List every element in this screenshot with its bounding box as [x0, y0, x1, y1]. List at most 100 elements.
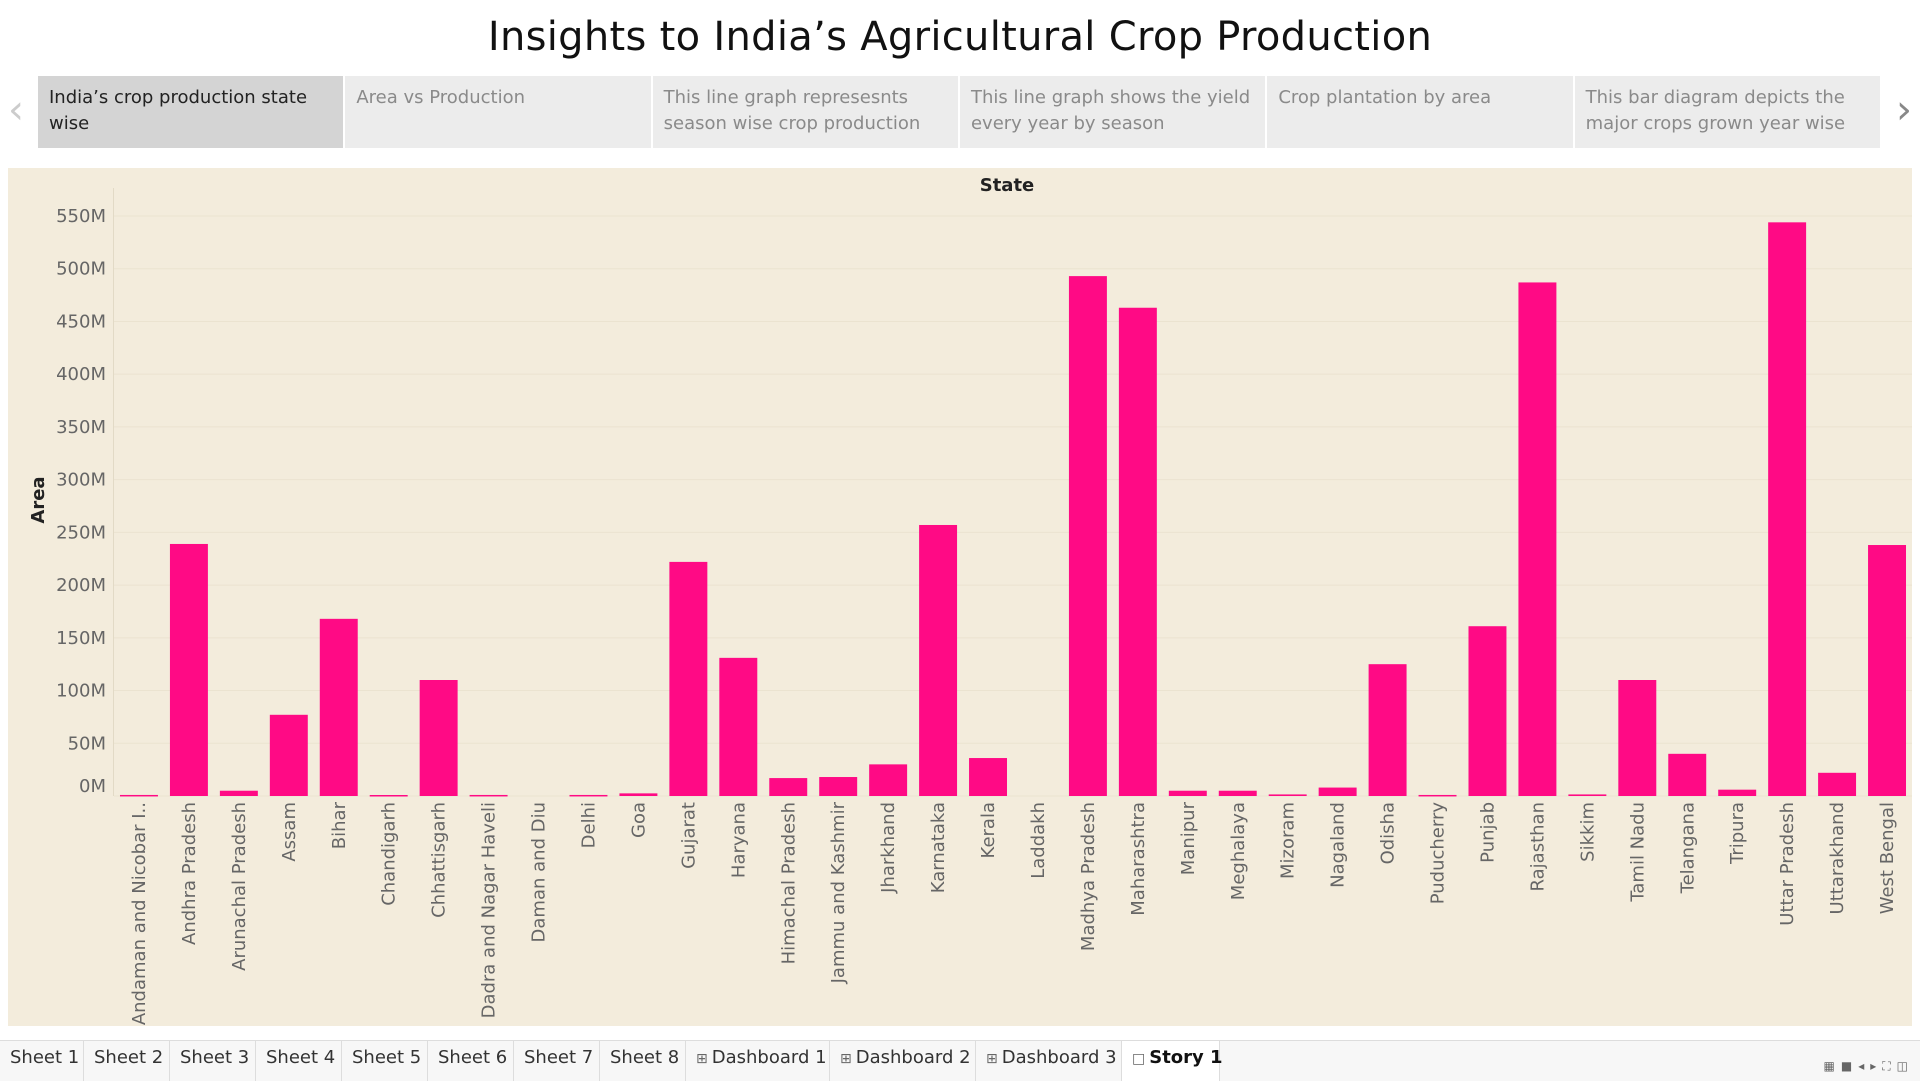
- tab-sheet-4[interactable]: Sheet 4: [256, 1041, 342, 1081]
- bar-jammu-and-kashmir[interactable]: [819, 777, 858, 796]
- x-tick-label: Arunachal Pradesh: [229, 802, 250, 971]
- x-tick-label: Maharashtra: [1128, 802, 1149, 916]
- bar-odisha[interactable]: [1368, 664, 1407, 796]
- tab-sheet-5[interactable]: Sheet 5: [342, 1041, 428, 1081]
- bar-uttar-pradesh[interactable]: [1768, 222, 1807, 796]
- story-point-6[interactable]: This bar diagram depicts the major crops…: [1574, 76, 1882, 148]
- chevron-left-icon[interactable]: ‹: [8, 87, 24, 133]
- bar-puducherry[interactable]: [1418, 794, 1457, 797]
- x-tick-label: Uttar Pradesh: [1777, 802, 1798, 926]
- y-tick-label: 500M: [56, 259, 106, 280]
- bar-west-bengal[interactable]: [1868, 545, 1907, 796]
- dashboard-icon: ⊞: [840, 1051, 852, 1067]
- tab-label: Sheet 6: [438, 1047, 508, 1068]
- first-page-icon[interactable]: ◂: [1858, 1059, 1871, 1073]
- x-tick-label: Delhi: [578, 802, 599, 848]
- bar-meghalaya[interactable]: [1218, 790, 1257, 796]
- x-tick-label: Puducherry: [1428, 802, 1449, 905]
- chart-panel: 0M 50M 100M 150M 200M 250M 300M 350M 400M 450M 500…: [8, 168, 1912, 1026]
- story-navigator: ‹ India’s crop production state wise Area…: [0, 76, 1920, 148]
- bar-maharashtra[interactable]: [1118, 307, 1157, 796]
- bar-bihar[interactable]: [319, 618, 358, 796]
- x-tick-label: Haryana: [728, 802, 749, 878]
- bar-andaman-and-nicobar-i-[interactable]: [119, 794, 158, 797]
- dashboard-icon: ⊞: [986, 1051, 998, 1067]
- tab-dashboard-3[interactable]: ⊞ Dashboard 3: [976, 1041, 1122, 1081]
- y-tick-label: 50M: [68, 733, 106, 754]
- bar-tamil-nadu[interactable]: [1618, 680, 1657, 796]
- bar-madhya-pradesh[interactable]: [1068, 276, 1107, 796]
- bar-chandigarh[interactable]: [369, 795, 408, 797]
- bar-himachal-pradesh[interactable]: [769, 778, 808, 796]
- bar-gujarat[interactable]: [669, 561, 708, 796]
- page-icon[interactable]: ■: [1840, 1059, 1859, 1073]
- y-tick-label: 250M: [56, 522, 106, 543]
- tab-sheet-3[interactable]: Sheet 3: [170, 1041, 256, 1081]
- bar-karnataka[interactable]: [919, 524, 958, 796]
- x-tick-label: Jharkhand: [878, 802, 899, 894]
- bar-tripura[interactable]: [1718, 789, 1757, 796]
- chevron-right-icon[interactable]: ›: [1896, 87, 1912, 133]
- bar-punjab[interactable]: [1468, 626, 1507, 796]
- bar-jharkhand[interactable]: [869, 764, 908, 796]
- x-tick-label: Chhattisgarh: [429, 802, 450, 918]
- bar-goa[interactable]: [619, 793, 658, 796]
- x-tick-label: Laddakh: [1028, 802, 1049, 879]
- y-tick-label: 550M: [56, 206, 106, 227]
- bar-rajasthan[interactable]: [1518, 282, 1557, 796]
- tab-label: Dashboard 2: [855, 1047, 971, 1068]
- x-tick-label: Andaman and Nicobar I..: [129, 802, 150, 1025]
- tab-sheet-2[interactable]: Sheet 2: [84, 1041, 170, 1081]
- tab-label: Dashboard 1: [711, 1047, 827, 1068]
- story-point-5[interactable]: Crop plantation by area: [1267, 76, 1575, 148]
- bar-assam[interactable]: [269, 714, 308, 796]
- x-tick-label: Rajasthan: [1527, 802, 1548, 891]
- bar-manipur[interactable]: [1168, 790, 1207, 796]
- bar-sikkim[interactable]: [1568, 794, 1607, 796]
- tab-sheet-8[interactable]: Sheet 8: [600, 1041, 686, 1081]
- bar-telangana[interactable]: [1668, 753, 1707, 796]
- x-tick-label: Tripura: [1727, 802, 1748, 865]
- status-bar-icons: ▦■◂▸⛶◫: [1824, 1059, 1915, 1074]
- tab-sheet-7[interactable]: Sheet 7: [514, 1041, 600, 1081]
- x-tick-label: Odisha: [1378, 802, 1399, 864]
- x-tick-label: Gujarat: [678, 802, 699, 869]
- story-point-3[interactable]: This line graph represesnts season wise …: [652, 76, 960, 148]
- bar-haryana[interactable]: [719, 657, 758, 796]
- story-point-2[interactable]: Area vs Production: [345, 76, 653, 148]
- tab-dashboard-2[interactable]: ⊞ Dashboard 2: [830, 1041, 976, 1081]
- bar-uttarakhand[interactable]: [1818, 772, 1857, 796]
- x-tick-label: Assam: [279, 802, 300, 862]
- grid-icon[interactable]: ▦: [1823, 1059, 1841, 1073]
- x-tick-label: Telangana: [1677, 802, 1698, 894]
- tab-label: Sheet 8: [610, 1047, 680, 1068]
- x-tick-label: Meghalaya: [1228, 802, 1249, 900]
- presentation-icon[interactable]: ◫: [1896, 1059, 1914, 1073]
- bar-dadra-and-nagar-haveli[interactable]: [469, 794, 508, 797]
- y-tick-label: 150M: [56, 628, 106, 649]
- bar-nagaland[interactable]: [1318, 787, 1357, 796]
- fullscreen-icon[interactable]: ⛶: [1882, 1059, 1897, 1073]
- bar-mizoram[interactable]: [1268, 794, 1307, 796]
- tab-sheet-1[interactable]: Sheet 1: [0, 1041, 84, 1081]
- bar-andhra-pradesh[interactable]: [169, 543, 208, 796]
- last-page-icon[interactable]: ▸: [1870, 1059, 1883, 1073]
- dashboard-icon: ⊞: [696, 1051, 708, 1067]
- y-axis-label: Area: [28, 476, 49, 523]
- bar-arunachal-pradesh[interactable]: [219, 790, 258, 796]
- y-tick-label: 0M: [79, 776, 106, 797]
- tab-label: Sheet 7: [524, 1047, 594, 1068]
- bar-kerala[interactable]: [969, 758, 1008, 796]
- tab-story-1[interactable]: □ Story 1: [1122, 1041, 1223, 1081]
- y-tick-label: 400M: [56, 364, 106, 385]
- bar-delhi[interactable]: [569, 794, 608, 797]
- story-point-4[interactable]: This line graph shows the yield every ye…: [959, 76, 1268, 148]
- x-tick-label: Bihar: [329, 801, 350, 849]
- bar-chhattisgarh[interactable]: [419, 680, 458, 796]
- y-tick-label: 300M: [56, 470, 106, 491]
- tab-sheet-6[interactable]: Sheet 6: [428, 1041, 514, 1081]
- y-tick-label: 200M: [56, 575, 106, 596]
- x-tick-label: West Bengal: [1877, 802, 1898, 914]
- story-point-1[interactable]: India’s crop production state wise: [38, 76, 346, 148]
- tab-dashboard-1[interactable]: ⊞ Dashboard 1: [686, 1041, 830, 1081]
